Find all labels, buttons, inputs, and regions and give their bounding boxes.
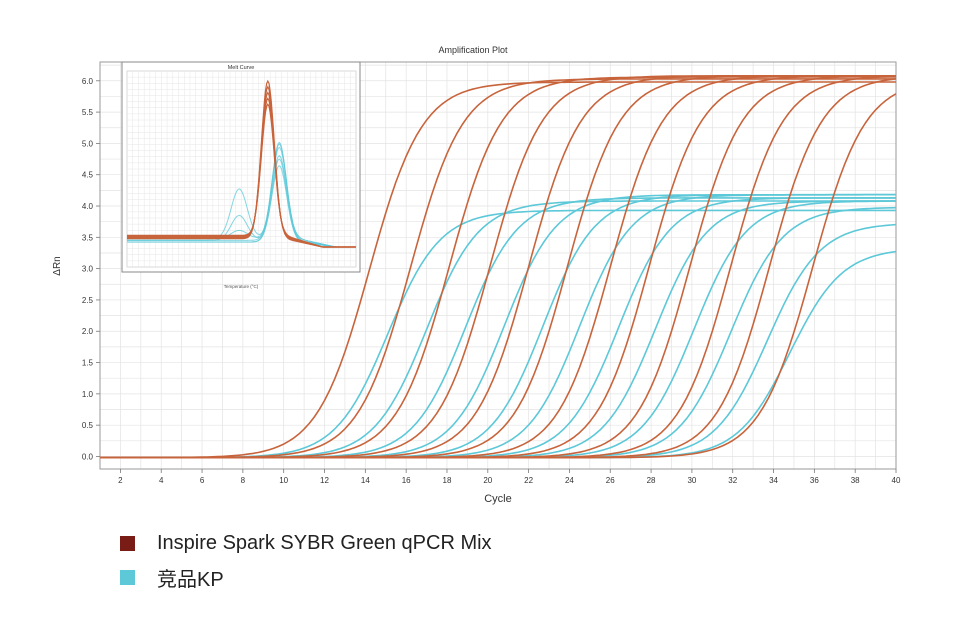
inset-inspire-curve-5 [127, 102, 356, 248]
x-axis-label: Cycle [484, 493, 512, 505]
legend-swatch-kp [120, 569, 135, 585]
x-tick-label: 22 [524, 476, 533, 485]
y-tick-label: 6.0 [82, 77, 94, 86]
x-tick-label: 26 [606, 476, 615, 485]
y-tick-label: 5.5 [82, 108, 94, 117]
plot-frame [99, 61, 897, 470]
y-tick-label: 2.0 [82, 327, 94, 336]
inset-kp-curve-6 [127, 158, 356, 248]
x-tick-label: 16 [402, 476, 411, 485]
y-tick-label: 3.0 [82, 265, 94, 274]
y-tick-label: 2.5 [82, 296, 94, 305]
kp-curve-12 [100, 250, 897, 459]
x-tick-label: 28 [647, 476, 656, 485]
inset-title: Melt Curve [228, 65, 255, 71]
x-tick-label: 18 [443, 476, 452, 485]
legend-swatch-inspire [120, 535, 135, 551]
inset-grid [126, 70, 357, 268]
inset-curves [127, 79, 356, 248]
x-tick-label: 24 [565, 476, 574, 485]
x-tick-label: 14 [361, 476, 370, 485]
y-tick-label: 4.0 [82, 202, 94, 211]
inspire-curve-12 [100, 93, 897, 459]
inspire-curve-1 [100, 81, 896, 459]
legend-item-kp: 竞品KP [120, 560, 492, 594]
y-tick-label: 4.5 [82, 171, 94, 180]
legend-item-inspire: Inspire Spark SYBR Green qPCR Mix [120, 526, 492, 560]
x-tick-label: 4 [159, 476, 164, 485]
inset-x-label: Temperature (°C) [224, 284, 259, 289]
y-axis-label: ΔRn [52, 256, 63, 275]
x-tick-label: 2 [118, 476, 123, 485]
inset-kp-curve-4 [127, 143, 356, 248]
melt-curve-inset: Melt Curve Temperature (°C) [121, 61, 361, 289]
x-tick-label: 10 [279, 476, 288, 485]
y-tick-label: 0.5 [82, 421, 94, 430]
amplification-plot: Amplification Plot 0.0 0.5 1.0 1.5 2.0 2.5 3.0… [52, 45, 901, 505]
x-tick-label: 36 [810, 476, 819, 485]
x-tick-label: 32 [728, 476, 737, 485]
x-tick-label: 34 [769, 476, 778, 485]
y-axis: 0.0 0.5 1.0 1.5 2.0 2.5 3.0 3.5 4.0 4.5 5.0 5.5 6.0 [82, 77, 100, 461]
legend-label-kp: 竞品KP [157, 568, 224, 591]
x-tick-label: 6 [200, 476, 205, 485]
legend-label-inspire: Inspire Spark SYBR Green qPCR Mix [157, 531, 492, 554]
x-tick-label: 30 [687, 476, 696, 485]
amplification-curves [100, 75, 897, 459]
y-tick-label: 1.5 [82, 359, 94, 368]
x-tick-label: 40 [892, 476, 901, 485]
x-tick-label: 8 [241, 476, 246, 485]
y-tick-label: 5.0 [82, 139, 94, 148]
y-tick-label: 3.5 [82, 233, 94, 242]
x-axis: 2 4 6 8 10 12 14 16 18 20 22 24 26 28 30 32 34 36 38 40 [118, 469, 901, 485]
x-tick-label: 38 [851, 476, 860, 485]
x-tick-label: 12 [320, 476, 329, 485]
legend: Inspire Spark SYBR Green qPCR Mix 竞品KP [120, 526, 492, 594]
x-tick-label: 20 [483, 476, 492, 485]
chart-title: Amplification Plot [438, 45, 508, 55]
y-tick-label: 1.0 [82, 390, 94, 399]
y-tick-label: 0.0 [82, 452, 94, 461]
